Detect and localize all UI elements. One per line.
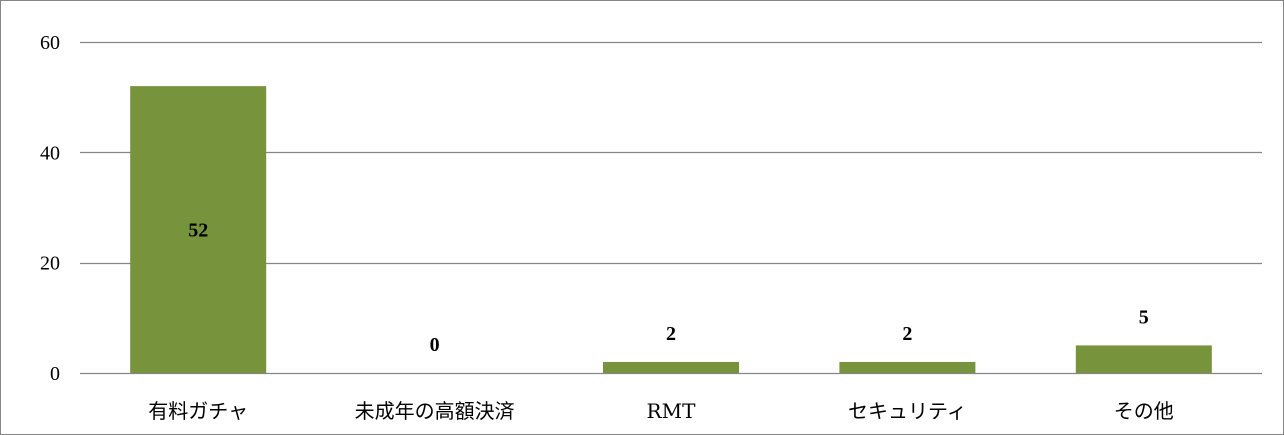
x-axis-categories: 有料ガチャ 未成年の高額決済 RMT セキュリティ その他 xyxy=(148,399,1174,423)
bars xyxy=(130,86,1212,373)
bar-3 xyxy=(839,361,976,373)
gridlines xyxy=(80,41,1262,375)
x-category-label-3: セキュリティ xyxy=(848,399,967,423)
x-category-label-2: RMT xyxy=(647,399,697,423)
bar-0 xyxy=(130,86,267,373)
x-category-label-1: 未成年の高額決済 xyxy=(355,399,515,423)
y-tick-label-0: 0 xyxy=(50,363,60,385)
data-label-4: 5 xyxy=(1139,306,1149,328)
y-tick-label-20: 20 xyxy=(40,253,60,275)
y-tick-label-40: 40 xyxy=(40,142,60,164)
y-axis-ticks: 0 20 40 60 xyxy=(40,32,60,385)
data-labels: 52 0 2 2 5 xyxy=(188,220,1149,356)
data-label-1: 0 xyxy=(430,334,440,356)
x-category-label-0: 有料ガチャ xyxy=(148,399,248,423)
bar-2 xyxy=(603,361,739,373)
data-label-0: 52 xyxy=(188,220,208,242)
bar-4 xyxy=(1075,345,1212,373)
x-category-label-4: その他 xyxy=(1114,399,1174,423)
y-tick-label-60: 60 xyxy=(40,32,60,54)
data-label-2: 2 xyxy=(666,323,676,345)
data-label-3: 2 xyxy=(902,323,912,345)
